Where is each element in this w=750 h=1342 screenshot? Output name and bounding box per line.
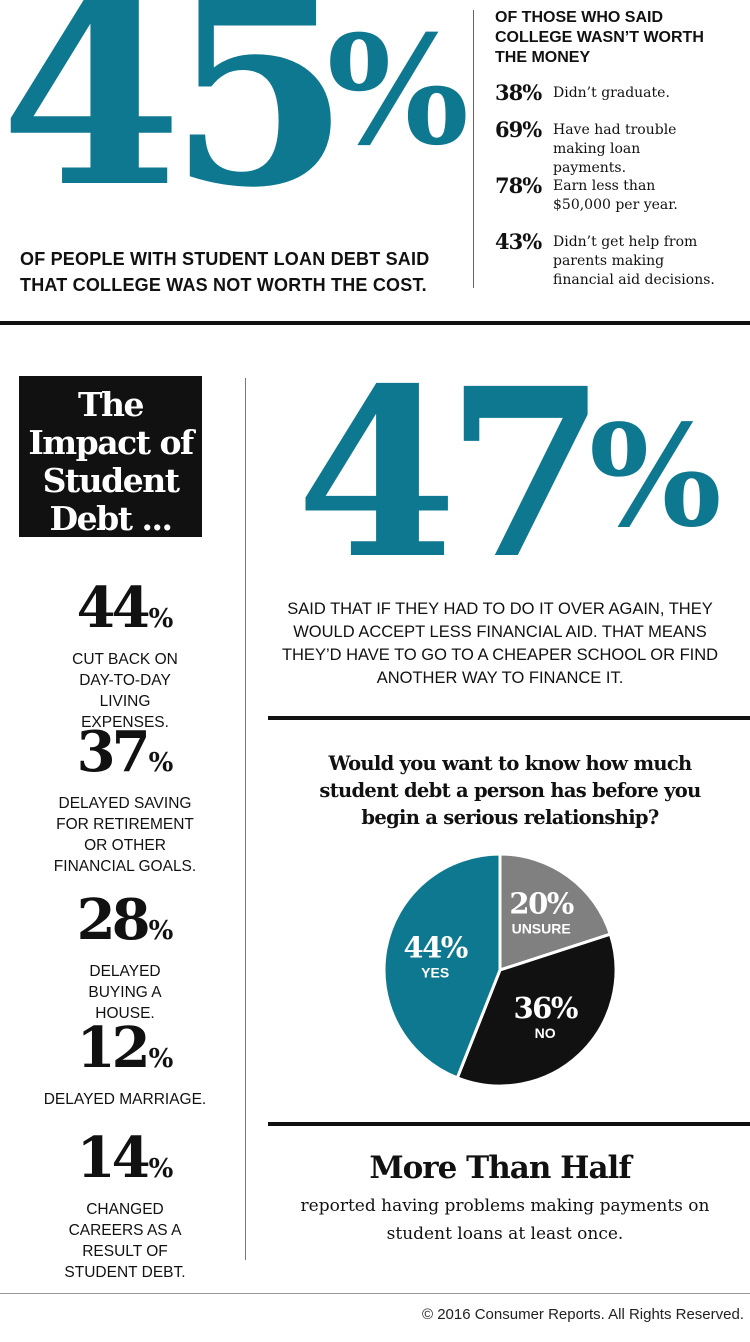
side-stat-text: Didn’t graduate. bbox=[553, 85, 670, 101]
headline-caption: OF PEOPLE WITH STUDENT LOAN DEBT SAID TH… bbox=[20, 249, 430, 295]
impact-stat-text: DELAYED MARRIAGE. bbox=[43, 1091, 207, 1108]
column-divider bbox=[245, 378, 246, 1260]
impact-stat: 12% DELAYED MARRIAGE. bbox=[20, 1020, 230, 1110]
impact-title-line: Debt ... bbox=[49, 499, 173, 538]
more-than-half-text: reported having problems making payments… bbox=[300, 1196, 710, 1244]
impact-stat: 37% DELAYED SAVING FOR RETIREMENT OR OTH… bbox=[20, 724, 230, 877]
chart-title: Would you want to know how much student … bbox=[319, 752, 701, 829]
impact-title-box: The Impact of Student Debt ... bbox=[19, 376, 202, 538]
section-rule bbox=[0, 321, 750, 325]
relationship-pie-chart: 20%UNSURE 36%NO 44%YES bbox=[382, 852, 618, 1088]
impact-title-line: The bbox=[77, 385, 145, 424]
headline-percent-47: 47% bbox=[296, 358, 736, 598]
side-stat-value: 43% bbox=[495, 229, 542, 254]
headline-percent-45: 45% bbox=[0, 0, 469, 260]
pie-slice-yes bbox=[382, 852, 502, 1080]
impact-stat-text: DELAYED BUYING A HOUSE. bbox=[88, 963, 162, 1022]
headline-number: 45 bbox=[0, 0, 351, 245]
copyright-notice: © 2016 Consumer Reports. All Rights Rese… bbox=[421, 1306, 744, 1323]
pie-category-label: YES bbox=[421, 965, 449, 981]
headline-percent-sign: % bbox=[326, 3, 470, 179]
footer-rule bbox=[0, 1293, 750, 1294]
pie-slice-unsure bbox=[498, 852, 613, 973]
side-stats-heading: OF THOSE WHO SAID COLLEGE WASN’T WORTH T… bbox=[495, 9, 704, 66]
side-stat-value: 38% bbox=[495, 80, 542, 105]
side-stat-text: Earn less than $50,000 per year. bbox=[553, 178, 678, 213]
impact-stat-number: 44 bbox=[76, 575, 151, 641]
impact-stat-percent: % bbox=[148, 916, 174, 946]
side-stat-text: Didn’t get help from parents making fina… bbox=[553, 234, 715, 288]
impact-stat-percent: % bbox=[148, 1154, 174, 1184]
impact-stat-text: DELAYED SAVING FOR RETIREMENT OR OTHER F… bbox=[53, 795, 197, 875]
side-stat-text: Have had trouble making loan payments. bbox=[553, 122, 677, 176]
pie-value-label: 36% bbox=[513, 991, 577, 1025]
impact-stat: 14% CHANGED CAREERS AS A RESULT OF STUDE… bbox=[20, 1130, 230, 1283]
impact-title-line: Impact of bbox=[28, 423, 194, 462]
side-stat-value: 78% bbox=[495, 173, 542, 198]
headline-percent-sign: % bbox=[588, 395, 722, 559]
financial-aid-caption: SAID THAT IF THEY HAD TO DO IT OVER AGAI… bbox=[281, 600, 719, 687]
impact-stat-percent: % bbox=[148, 604, 174, 634]
section-rule bbox=[268, 1122, 750, 1126]
headline-number: 47 bbox=[296, 337, 607, 610]
top-divider bbox=[473, 10, 474, 288]
section-rule bbox=[268, 716, 750, 720]
side-stat-value: 69% bbox=[495, 117, 542, 142]
impact-stat-text: CHANGED CAREERS AS A RESULT OF STUDENT D… bbox=[64, 1201, 186, 1281]
impact-stat-number: 37 bbox=[76, 719, 151, 785]
impact-stat-text: CUT BACK ON DAY-TO-DAY LIVING EXPENSES. bbox=[72, 651, 178, 731]
pie-value-label: 20% bbox=[509, 886, 573, 920]
impact-stat-number: 14 bbox=[76, 1125, 151, 1191]
more-than-half-title: More Than Half bbox=[369, 1150, 631, 1186]
pie-slice-no bbox=[455, 932, 618, 1088]
impact-stat-number: 28 bbox=[76, 887, 151, 953]
impact-stat: 28% DELAYED BUYING A HOUSE. bbox=[20, 892, 230, 1024]
impact-stat-percent: % bbox=[148, 1044, 174, 1074]
impact-stat-number: 12 bbox=[76, 1015, 151, 1081]
impact-stat: 44% CUT BACK ON DAY-TO-DAY LIVING EXPENS… bbox=[20, 580, 230, 733]
impact-title-line: Student bbox=[42, 461, 180, 500]
pie-category-label: NO bbox=[535, 1025, 556, 1041]
impact-stat-percent: % bbox=[148, 748, 174, 778]
pie-category-label: UNSURE bbox=[512, 920, 571, 936]
pie-value-label: 44% bbox=[403, 931, 467, 965]
